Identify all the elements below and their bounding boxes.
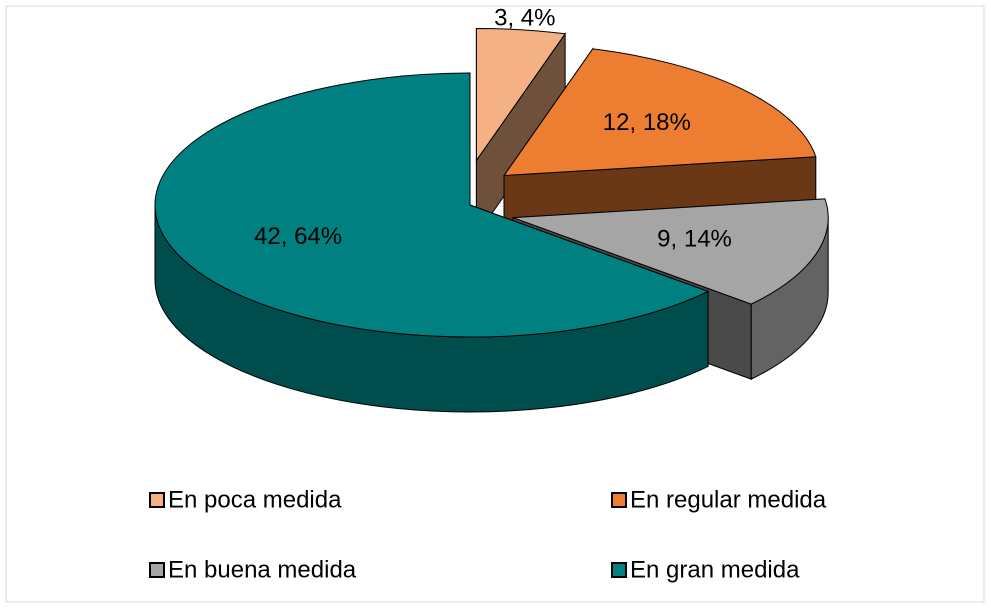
data-label: 12, 18% <box>603 109 691 136</box>
legend-swatch <box>149 562 165 578</box>
legend-swatch <box>149 492 165 508</box>
slice <box>503 48 817 177</box>
legend-swatch <box>611 492 627 508</box>
legend-swatch <box>611 562 627 578</box>
data-label: 42, 64% <box>254 223 342 250</box>
legend-label: En gran medida <box>630 556 800 583</box>
slice <box>475 27 567 163</box>
legend-label: En regular medida <box>630 486 827 513</box>
legend-label: En buena medida <box>168 556 357 583</box>
data-label: 9, 14% <box>657 225 732 252</box>
slice <box>154 72 710 338</box>
legend-label: En poca medida <box>168 486 342 513</box>
data-label: 3, 4% <box>494 5 555 32</box>
slice <box>513 198 829 305</box>
